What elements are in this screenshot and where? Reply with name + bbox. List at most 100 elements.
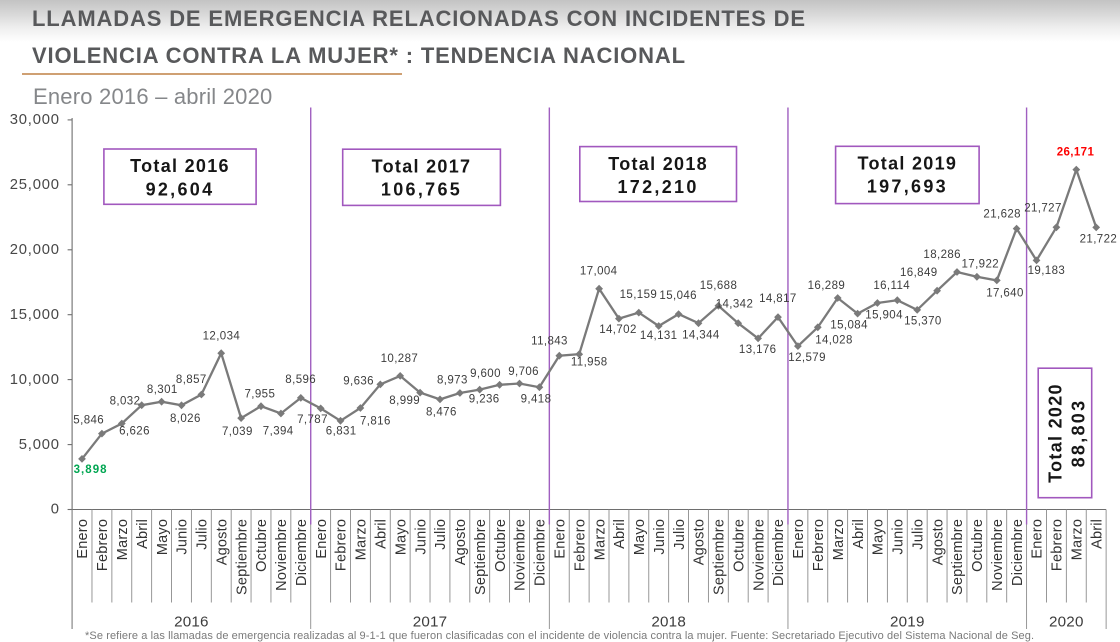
svg-text:Febrero: Febrero	[811, 519, 827, 571]
svg-text:Noviembre: Noviembre	[751, 519, 767, 591]
svg-text:30,000: 30,000	[10, 112, 60, 128]
svg-text:12,579: 12,579	[788, 352, 826, 364]
svg-text:106,765: 106,765	[381, 180, 462, 200]
svg-text:Abril: Abril	[135, 519, 151, 549]
svg-text:Junio: Junio	[413, 519, 429, 555]
svg-text:6,626: 6,626	[119, 426, 150, 438]
svg-text:15,904: 15,904	[865, 309, 903, 321]
svg-text:19,183: 19,183	[1028, 265, 1066, 277]
svg-text:Marzo: Marzo	[115, 519, 131, 560]
svg-text:14,131: 14,131	[640, 330, 678, 342]
svg-text:Diciembre: Diciembre	[533, 519, 549, 586]
svg-text:16,849: 16,849	[900, 267, 938, 279]
svg-text:Total 2019: Total 2019	[858, 154, 958, 174]
svg-text:Julio: Julio	[910, 519, 926, 550]
svg-text:Enero: Enero	[553, 519, 569, 559]
svg-text:Junio: Junio	[175, 519, 191, 555]
svg-text:Septiembre: Septiembre	[234, 519, 250, 595]
svg-text:Julio: Julio	[195, 519, 211, 550]
svg-text:15,159: 15,159	[620, 289, 658, 301]
svg-text:Mayo: Mayo	[632, 519, 648, 555]
svg-text:Noviembre: Noviembre	[513, 519, 529, 591]
svg-text:8,032: 8,032	[110, 396, 141, 408]
svg-text:16,289: 16,289	[808, 280, 846, 292]
svg-text:21,722: 21,722	[1080, 234, 1118, 246]
svg-text:15,688: 15,688	[700, 280, 738, 292]
svg-text:Marzo: Marzo	[831, 519, 847, 560]
svg-text:10,000: 10,000	[10, 372, 60, 388]
svg-text:Diciembre: Diciembre	[294, 519, 310, 586]
svg-text:9,636: 9,636	[343, 375, 374, 387]
svg-text:5,000: 5,000	[19, 437, 60, 453]
svg-text:Diciembre: Diciembre	[1010, 519, 1026, 586]
svg-text:Julio: Julio	[672, 519, 688, 550]
svg-text:Julio: Julio	[433, 519, 449, 550]
svg-text:9,236: 9,236	[469, 394, 500, 406]
svg-text:14,028: 14,028	[815, 334, 853, 346]
svg-text:Enero: Enero	[791, 519, 807, 559]
svg-text:Octubre: Octubre	[254, 519, 270, 572]
svg-text:Diciembre: Diciembre	[771, 519, 787, 586]
svg-text:11,843: 11,843	[531, 335, 568, 347]
svg-text:Septiembre: Septiembre	[950, 519, 966, 595]
svg-text:Agosto: Agosto	[930, 519, 946, 565]
svg-text:Total 2016: Total 2016	[130, 156, 230, 176]
svg-text:17,640: 17,640	[986, 287, 1024, 299]
svg-text:Enero: Enero	[75, 519, 91, 559]
svg-text:Febrero: Febrero	[1050, 519, 1066, 571]
svg-text:8,999: 8,999	[389, 395, 420, 407]
svg-text:Marzo: Marzo	[354, 519, 370, 560]
svg-text:Septiembre: Septiembre	[712, 519, 728, 595]
svg-text:Mayo: Mayo	[393, 519, 409, 555]
svg-text:15,084: 15,084	[830, 319, 868, 331]
svg-text:12,034: 12,034	[203, 331, 241, 343]
svg-text:2019: 2019	[890, 614, 925, 631]
svg-text:14,702: 14,702	[599, 324, 637, 336]
svg-text:Abril: Abril	[851, 519, 867, 549]
svg-text:Mayo: Mayo	[871, 519, 887, 555]
svg-text:Octubre: Octubre	[493, 519, 509, 572]
svg-text:7,787: 7,787	[297, 414, 328, 426]
svg-text:9,418: 9,418	[521, 394, 552, 406]
svg-text:8,476: 8,476	[426, 406, 457, 418]
svg-text:6,831: 6,831	[326, 425, 357, 437]
svg-text:9,600: 9,600	[470, 368, 501, 380]
svg-text:2020: 2020	[1049, 614, 1084, 631]
svg-text:197,693: 197,693	[867, 177, 948, 197]
svg-text:2018: 2018	[651, 614, 686, 631]
svg-text:26,171: 26,171	[1057, 147, 1095, 159]
svg-text:17,004: 17,004	[580, 265, 618, 277]
svg-text:88,803: 88,803	[1069, 399, 1089, 468]
svg-text:Mayo: Mayo	[155, 519, 171, 555]
svg-text:8,301: 8,301	[147, 384, 178, 396]
svg-text:18,286: 18,286	[923, 249, 961, 261]
svg-text:Febrero: Febrero	[572, 519, 588, 571]
svg-text:92,604: 92,604	[146, 179, 215, 199]
svg-text:2016: 2016	[174, 614, 209, 631]
svg-text:14,344: 14,344	[682, 330, 720, 342]
svg-text:8,857: 8,857	[176, 374, 207, 386]
svg-text:Junio: Junio	[652, 519, 668, 555]
svg-text:16,114: 16,114	[873, 280, 910, 292]
svg-text:Septiembre: Septiembre	[473, 519, 489, 595]
svg-text:172,210: 172,210	[618, 177, 699, 197]
svg-text:21,727: 21,727	[1024, 202, 1062, 214]
svg-text:Noviembre: Noviembre	[990, 519, 1006, 591]
svg-text:Noviembre: Noviembre	[274, 519, 290, 591]
svg-text:15,046: 15,046	[659, 290, 697, 302]
svg-text:Marzo: Marzo	[592, 519, 608, 560]
svg-text:3,898: 3,898	[74, 464, 108, 476]
svg-text:Agosto: Agosto	[692, 519, 708, 565]
svg-text:Total 2020: Total 2020	[1045, 383, 1065, 483]
svg-text:17,922: 17,922	[962, 258, 1000, 270]
svg-text:Abril: Abril	[374, 519, 390, 549]
svg-text:5,846: 5,846	[73, 415, 104, 427]
svg-text:21,628: 21,628	[983, 208, 1021, 220]
svg-text:Agosto: Agosto	[214, 519, 230, 565]
svg-text:2017: 2017	[413, 614, 448, 631]
svg-text:8,026: 8,026	[170, 413, 201, 425]
svg-text:Agosto: Agosto	[453, 519, 469, 565]
svg-text:10,287: 10,287	[381, 353, 419, 365]
svg-text:Junio: Junio	[891, 519, 907, 555]
svg-text:14,342: 14,342	[716, 298, 754, 310]
